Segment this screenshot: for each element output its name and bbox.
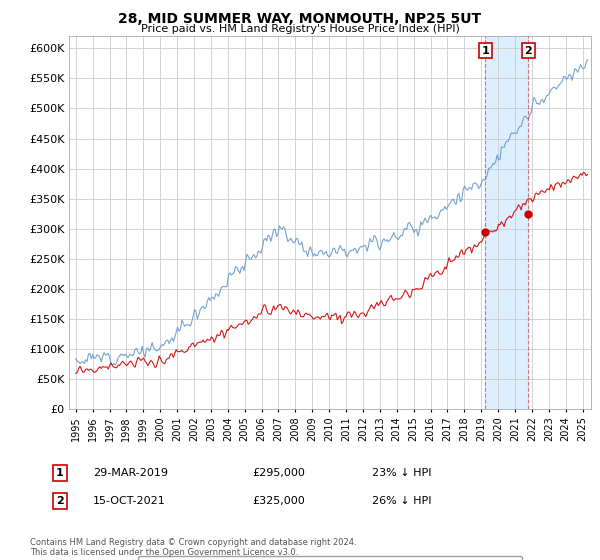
Text: 26% ↓ HPI: 26% ↓ HPI: [372, 496, 431, 506]
Text: £295,000: £295,000: [252, 468, 305, 478]
Text: 15-OCT-2021: 15-OCT-2021: [93, 496, 166, 506]
Text: 1: 1: [56, 468, 64, 478]
Text: £325,000: £325,000: [252, 496, 305, 506]
Text: 2: 2: [56, 496, 64, 506]
Text: 1: 1: [482, 46, 489, 55]
Text: 23% ↓ HPI: 23% ↓ HPI: [372, 468, 431, 478]
Text: 2: 2: [524, 46, 532, 55]
Legend: 28, MID SUMMER WAY, MONMOUTH, NP25 5UT (detached house), HPI: Average price, det: 28, MID SUMMER WAY, MONMOUTH, NP25 5UT (…: [139, 556, 521, 560]
Text: Price paid vs. HM Land Registry's House Price Index (HPI): Price paid vs. HM Land Registry's House …: [140, 24, 460, 34]
Text: Contains HM Land Registry data © Crown copyright and database right 2024.
This d: Contains HM Land Registry data © Crown c…: [30, 538, 356, 557]
Text: 29-MAR-2019: 29-MAR-2019: [93, 468, 168, 478]
Text: 28, MID SUMMER WAY, MONMOUTH, NP25 5UT: 28, MID SUMMER WAY, MONMOUTH, NP25 5UT: [118, 12, 482, 26]
Bar: [485, 36, 529, 409]
